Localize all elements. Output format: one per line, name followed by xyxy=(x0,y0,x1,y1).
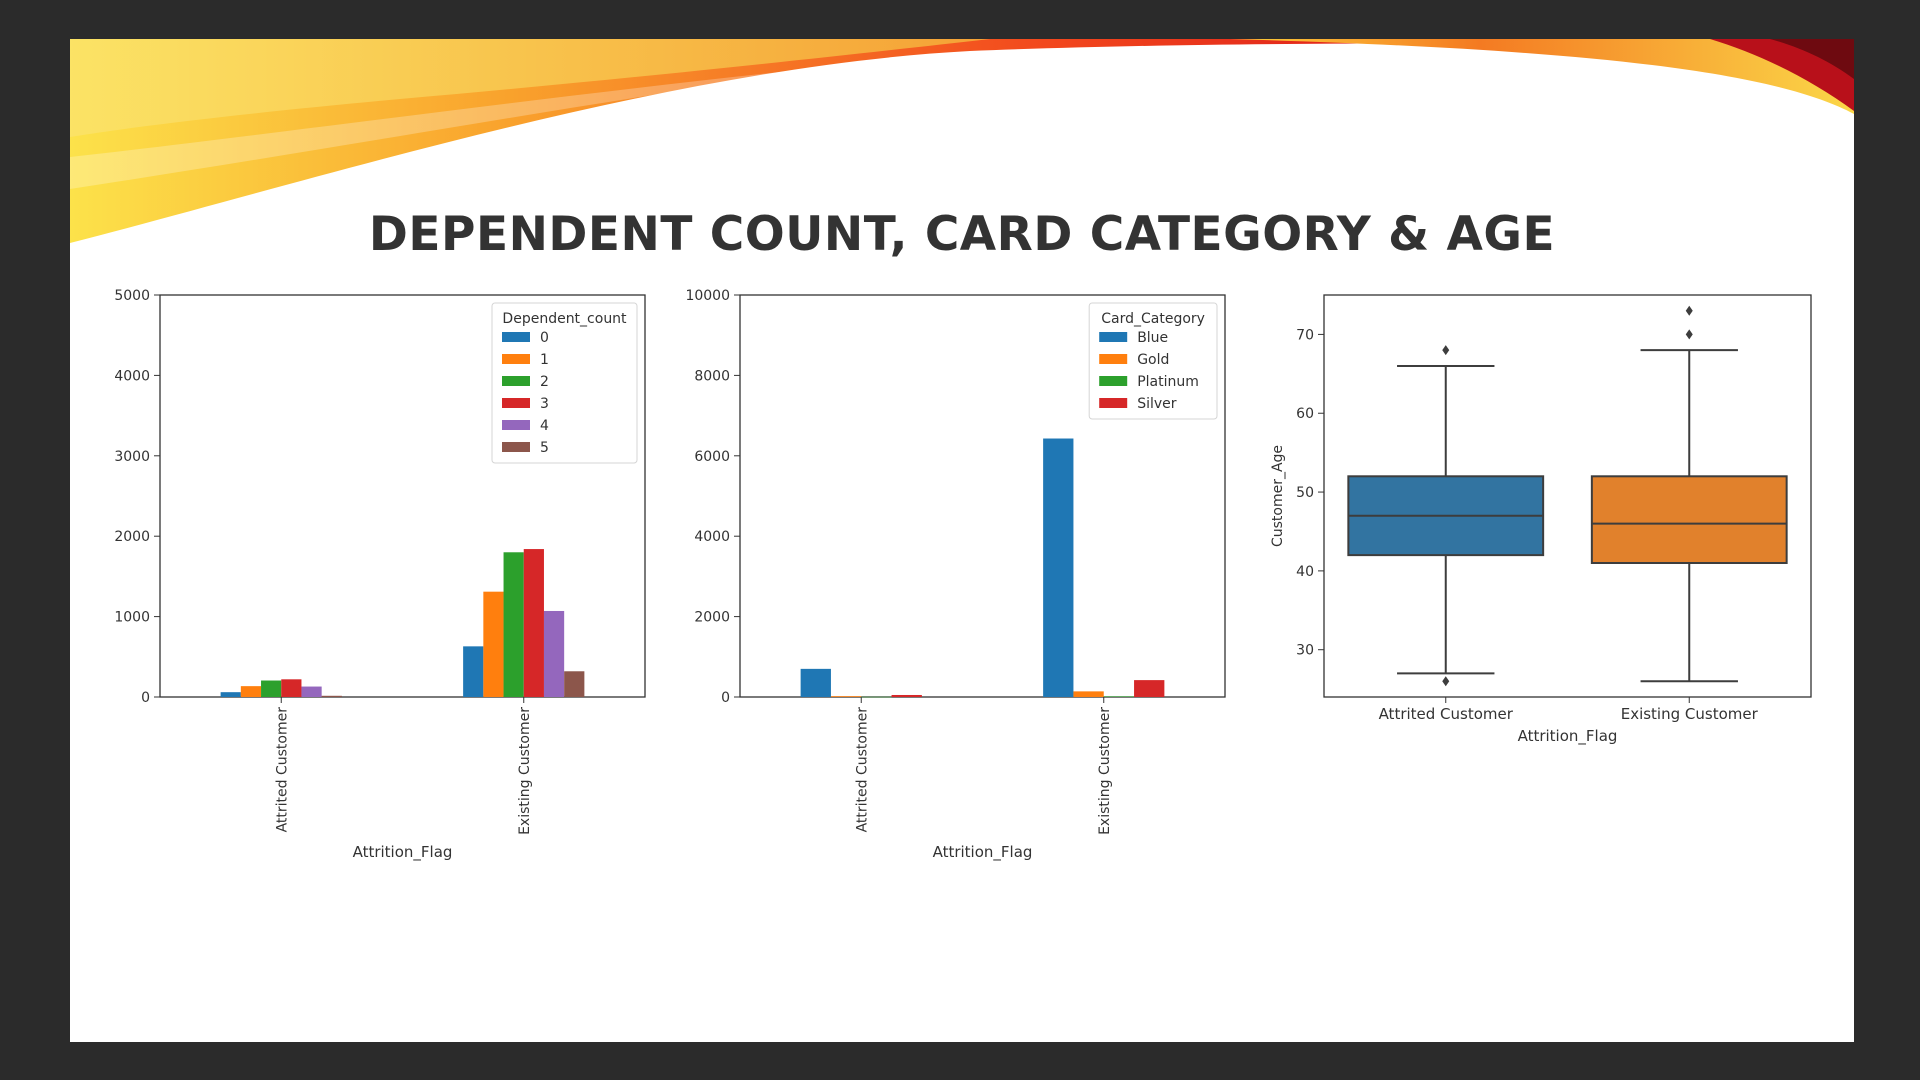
y-tick-label: 10000 xyxy=(685,288,730,304)
legend-swatch xyxy=(502,354,530,364)
legend-label: 1 xyxy=(540,352,549,368)
outlier-point xyxy=(1442,345,1450,356)
bar xyxy=(483,591,504,697)
bar xyxy=(463,646,484,697)
legend-swatch xyxy=(502,420,530,430)
y-tick-label: 5000 xyxy=(114,288,150,304)
legend-label: 0 xyxy=(540,330,549,346)
bar xyxy=(891,694,922,697)
y-tick-label: 60 xyxy=(1296,406,1314,422)
bar xyxy=(564,671,585,697)
bar xyxy=(503,552,524,697)
y-axis-label: Customer_Age xyxy=(1270,445,1286,547)
x-axis-label: Attrition_Flag xyxy=(1518,727,1618,746)
bar xyxy=(861,696,892,698)
legend-label: 2 xyxy=(540,374,549,390)
bar xyxy=(1134,680,1165,697)
legend-label: Platinum xyxy=(1137,374,1199,390)
bar xyxy=(281,679,302,697)
legend-swatch xyxy=(502,376,530,386)
legend-label: Blue xyxy=(1137,330,1168,346)
y-tick-label: 4000 xyxy=(114,368,150,384)
legend-swatch xyxy=(502,442,530,452)
legend-swatch xyxy=(1099,376,1128,386)
bar xyxy=(800,668,831,697)
y-tick-label: 0 xyxy=(721,690,730,706)
x-tick-label: Attrited Customer xyxy=(1379,705,1514,723)
outlier-point xyxy=(1685,329,1693,340)
y-tick-label: 50 xyxy=(1296,485,1314,501)
outlier-point xyxy=(1685,305,1693,316)
x-axis-label: Attrition_Flag xyxy=(933,843,1033,862)
bar xyxy=(261,680,282,697)
y-tick-label: 4000 xyxy=(694,529,730,545)
legend-swatch xyxy=(502,398,530,408)
dependent-count-bar-chart: 0 1000 2000 3000 4000 5000 Attrited Customer Ex… xyxy=(114,288,646,862)
legend-title: Card_Category xyxy=(1101,311,1205,327)
y-tick-label: 70 xyxy=(1296,327,1314,343)
y-tick-label: 3000 xyxy=(114,449,150,465)
legend-swatch xyxy=(1099,354,1128,364)
slide-title: DEPENDENT COUNT, CARD CATEGORY & AGE xyxy=(368,207,1556,262)
card-category-bar-chart: 0 2000 4000 6000 8000 10000 Attrited Customer E… xyxy=(685,288,1226,862)
y-tick-label: 30 xyxy=(1296,643,1314,659)
bar xyxy=(523,549,544,697)
legend-title: Dependent_count xyxy=(502,311,627,327)
bar xyxy=(220,692,241,697)
bar xyxy=(1073,691,1104,697)
legend-swatch xyxy=(1099,398,1128,408)
x-tick-label: Existing Customer xyxy=(1097,707,1113,835)
plot-frame xyxy=(1323,294,1812,698)
x-tick-label: Existing Customer xyxy=(1621,705,1759,723)
legend-swatch xyxy=(502,332,530,342)
plot-frame xyxy=(739,294,1226,698)
x-axis-label: Attrition_Flag xyxy=(353,843,453,862)
plot-frame xyxy=(159,294,646,698)
outlier-point xyxy=(1442,676,1450,687)
customer-age-box-plot: 30 40 50 60 70 Attrited Customer Existing Cust… xyxy=(1270,294,1812,746)
x-tick-label: Existing Customer xyxy=(517,707,533,835)
x-tick-label: Attrited Customer xyxy=(274,707,290,833)
y-tick-label: 6000 xyxy=(694,449,730,465)
bar xyxy=(830,696,862,697)
y-tick-label: 0 xyxy=(141,690,150,706)
y-tick-label: 1000 xyxy=(114,610,150,626)
box xyxy=(1590,475,1788,565)
slide: DEPENDENT COUNT, CARD CATEGORY & AGE 0 10… xyxy=(70,39,1854,1042)
y-tick-label: 40 xyxy=(1296,564,1314,580)
legend-label: 5 xyxy=(540,440,549,456)
legend-label: Silver xyxy=(1137,396,1177,412)
bar xyxy=(321,695,342,697)
bar xyxy=(1103,696,1135,697)
legend-swatch xyxy=(1099,332,1128,342)
bar xyxy=(240,686,262,697)
legend-label: 3 xyxy=(540,396,549,412)
decorative-banner xyxy=(70,39,1854,243)
legend-label: 4 xyxy=(540,418,549,434)
bar xyxy=(1043,438,1074,697)
x-tick-label: Attrited Customer xyxy=(854,707,870,833)
bar xyxy=(543,610,565,697)
y-tick-label: 8000 xyxy=(694,368,730,384)
legend-label: Gold xyxy=(1137,352,1169,368)
bar xyxy=(301,686,322,697)
y-tick-label: 2000 xyxy=(114,529,150,545)
y-tick-label: 2000 xyxy=(694,610,730,626)
